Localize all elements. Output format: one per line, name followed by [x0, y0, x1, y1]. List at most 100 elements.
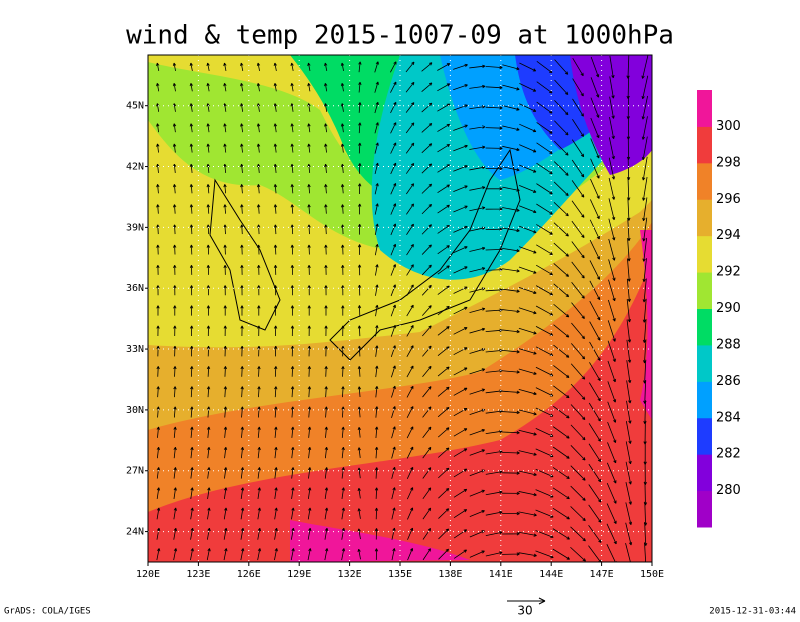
wind-arrow	[189, 184, 194, 194]
colorbar-segment	[697, 344, 712, 382]
wind-arrow	[553, 263, 570, 277]
wind-arrow	[357, 426, 361, 438]
wind-arrow	[223, 406, 228, 418]
wind-arrow	[206, 406, 211, 418]
wind-arrow	[554, 79, 569, 95]
wind-arrow	[257, 386, 261, 398]
wind-arrow	[570, 445, 586, 461]
wind-arrow	[374, 61, 379, 73]
wind-arrow	[627, 258, 631, 282]
wind-arrow	[572, 57, 584, 77]
wind-arrow	[626, 299, 632, 323]
wind-arrow	[405, 142, 415, 154]
wind-arrow	[469, 550, 485, 558]
wind-arrow	[518, 531, 537, 537]
wind-arrow	[391, 548, 396, 561]
wind-arrow	[469, 368, 486, 375]
axis-ticks: 120E 123E 126E 129E 132E 135E 138E 141E 144E 147E…	[126, 101, 664, 580]
wind-arrow	[307, 62, 311, 72]
wind-arrow	[240, 224, 244, 235]
wind-arrow	[518, 348, 537, 355]
wind-arrow	[589, 239, 600, 260]
colorbar-segment	[697, 272, 712, 309]
wind-arrow	[590, 77, 600, 98]
wind-arrow	[453, 63, 468, 70]
wind-arrow	[469, 429, 485, 436]
wind-arrow	[437, 144, 451, 153]
wind-arrow	[291, 446, 295, 459]
wind-arrow	[357, 548, 361, 560]
wind-arrow	[341, 345, 345, 357]
wind-arrow	[453, 529, 468, 539]
wind-arrow	[206, 103, 210, 112]
colorbar-segment	[697, 162, 712, 200]
wind-arrow	[223, 62, 227, 72]
wind-arrow	[340, 123, 345, 133]
wind-arrow	[502, 84, 520, 91]
wind-arrow	[173, 244, 177, 255]
wind-arrow	[437, 123, 451, 132]
wind-arrow	[257, 264, 261, 275]
wind-arrow	[641, 55, 649, 79]
wind-arrow	[570, 526, 586, 542]
wind-arrow	[554, 120, 569, 136]
wind-arrow	[156, 345, 160, 357]
wind-arrow	[257, 406, 261, 418]
wind-arrow	[437, 245, 450, 255]
wind-arrow	[641, 95, 649, 120]
wind-arrow	[240, 487, 245, 500]
wind-arrow	[307, 204, 311, 214]
wind-arrow	[390, 243, 397, 256]
vector-scale-head	[538, 597, 546, 605]
wind-arrow	[502, 145, 520, 152]
wind-arrow	[341, 426, 345, 438]
wind-arrow	[421, 122, 433, 133]
wind-arrow	[374, 203, 379, 215]
wind-arrow	[324, 285, 328, 296]
wind-arrow	[607, 299, 616, 322]
lat-tick-label: 27N	[126, 466, 144, 477]
wind-arrow	[502, 552, 520, 556]
wind-arrow	[590, 117, 600, 139]
wind-arrow	[291, 507, 295, 520]
wind-arrow	[240, 548, 245, 561]
wind-arrow	[257, 366, 261, 377]
wind-arrow	[589, 199, 600, 220]
wind-arrow	[536, 183, 553, 195]
wind-arrow	[375, 386, 379, 398]
wind-arrow	[223, 285, 227, 296]
wind-arrow	[307, 285, 311, 296]
wind-arrow	[453, 549, 467, 559]
wind-arrow	[642, 217, 648, 242]
wind-arrow	[173, 386, 177, 398]
wind-arrow	[405, 81, 415, 93]
wind-arrow	[502, 532, 520, 536]
wind-arrow	[357, 366, 362, 377]
wind-arrow	[606, 523, 617, 545]
wind-arrow	[374, 142, 379, 154]
wind-arrow	[453, 407, 468, 417]
colorbar-label: 288	[716, 337, 741, 352]
wind-arrow	[608, 157, 616, 180]
wind-arrow	[485, 490, 503, 496]
wind-arrow	[189, 224, 194, 235]
wind-arrow	[553, 140, 569, 156]
wind-arrow	[223, 446, 228, 459]
wind-arrow	[391, 385, 396, 398]
wind-arrow	[518, 327, 537, 335]
wind-arrow	[589, 260, 601, 280]
wind-arrow	[438, 528, 450, 540]
wind-arrow	[421, 264, 432, 276]
wind-arrow	[324, 507, 329, 520]
wind-arrow	[438, 508, 450, 519]
wind-arrow	[453, 367, 468, 376]
wind-arrow	[607, 360, 616, 383]
wind-arrow	[406, 446, 414, 459]
wind-arrow	[257, 487, 261, 500]
wind-arrow	[570, 383, 586, 400]
wind-arrow	[607, 320, 616, 342]
wind-arrow	[437, 83, 451, 92]
wind-arrow	[156, 467, 161, 479]
wind-arrow	[290, 527, 295, 540]
wind-arrow	[290, 345, 295, 357]
